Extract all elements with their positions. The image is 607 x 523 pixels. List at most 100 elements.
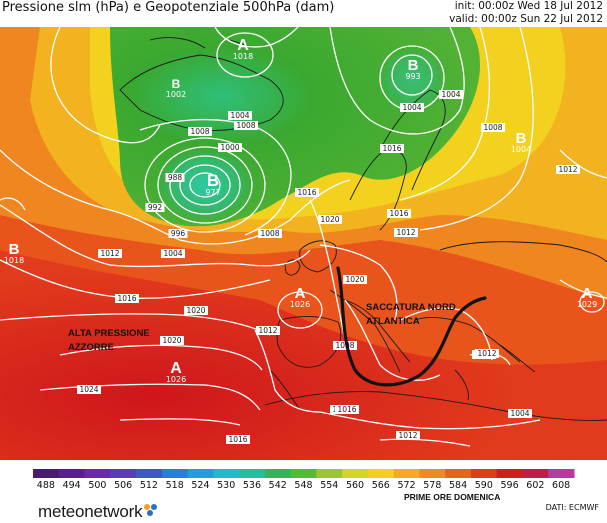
- legend-swatch: [367, 469, 395, 478]
- svg-text:1016: 1016: [228, 435, 247, 444]
- legend-swatch: [393, 469, 420, 478]
- legend-colorbar: 488 494 500 506 512 518 524 530 536 542 548 554 560 5…: [33, 469, 575, 491]
- data-source: DATI: ECMWF: [545, 503, 599, 512]
- legend-caption: PRIME ORE DOMENICA: [404, 492, 501, 502]
- legend-swatch: [548, 469, 575, 478]
- trough-label-line2: ATLANTICA: [366, 316, 420, 327]
- isobar-label: 1008: [188, 127, 212, 136]
- svg-text:1004: 1004: [230, 111, 249, 120]
- svg-text:988: 988: [168, 173, 183, 182]
- isobar-label: 1008: [234, 121, 258, 130]
- isobar-label: 1004: [508, 409, 532, 418]
- svg-text:1008: 1008: [260, 229, 279, 238]
- svg-text:1008: 1008: [190, 127, 209, 136]
- svg-text:1024: 1024: [79, 385, 98, 394]
- legend-tick-label: 566: [372, 480, 390, 491]
- legend-tick-label: 554: [320, 480, 338, 491]
- legend-swatch: [419, 469, 446, 478]
- isobar-label: 1012: [394, 228, 418, 237]
- legend-tick-label: 494: [63, 480, 81, 491]
- svg-text:1012: 1012: [477, 349, 496, 358]
- legend-swatch: [84, 469, 111, 478]
- svg-text:1020: 1020: [320, 215, 339, 224]
- isobar-label: 1012: [98, 249, 122, 258]
- valid-time: valid: 00:00z Sun 22 Jul 2012: [449, 13, 603, 25]
- isobar-label: 1016: [295, 188, 319, 197]
- legend-tick-label: 500: [88, 480, 106, 491]
- isobar-label: 1024: [77, 385, 101, 394]
- svg-text:1020: 1020: [345, 275, 364, 284]
- azores-label-line1: ALTA PRESSIONE: [68, 328, 150, 339]
- isobar-label: 1008: [258, 229, 282, 238]
- isobar-label: 1020: [184, 306, 208, 315]
- legend-tick-label: 578: [423, 480, 441, 491]
- svg-text:1012: 1012: [100, 249, 119, 258]
- isobar-label: 1016: [335, 405, 359, 414]
- azores-label-line2: AZZORRE: [68, 342, 114, 353]
- svg-text:1004: 1004: [402, 103, 421, 112]
- legend-tick-label: 524: [191, 480, 209, 491]
- legend-tick-label: 560: [346, 480, 364, 491]
- field-hot-south: [0, 250, 607, 460]
- center-type-label: A: [582, 285, 593, 302]
- isobar-label: 1020: [343, 275, 367, 284]
- legend-swatch: [290, 469, 317, 478]
- isobar-label: 1020: [318, 215, 342, 224]
- svg-text:1012: 1012: [396, 228, 415, 237]
- legend-tick-label: 518: [166, 480, 184, 491]
- svg-text:1000: 1000: [220, 143, 239, 152]
- isobar-label: 1008: [333, 341, 357, 350]
- center-value-label: 1026: [290, 300, 310, 309]
- trough-label-line1: SACCATURA NORD: [366, 302, 456, 313]
- isobar-label: 1012: [475, 349, 499, 358]
- isobar-label: 1016: [115, 294, 139, 303]
- center-value-label: 993: [405, 72, 420, 81]
- isobar-label: 1004: [228, 111, 252, 120]
- isobar-label: 1004: [161, 249, 185, 258]
- svg-text:1004: 1004: [163, 249, 182, 258]
- legend-swatch: [264, 469, 292, 478]
- svg-text:996: 996: [171, 229, 186, 238]
- legend-swatch: [445, 469, 472, 478]
- isobar-label: 1020: [160, 336, 184, 345]
- isobar-label: 1004: [400, 103, 424, 112]
- legend-tick-label: 548: [294, 480, 312, 491]
- center-type-label: B: [207, 171, 219, 190]
- isobar-label: 1004: [439, 90, 463, 99]
- svg-text:1008: 1008: [483, 123, 502, 132]
- isobar-label: 1016: [387, 209, 411, 218]
- legend-tick-label: 530: [217, 480, 235, 491]
- trough-line: [336, 266, 487, 387]
- svg-text:1012: 1012: [558, 165, 577, 174]
- center-type-label: A: [237, 37, 249, 54]
- map-title: Pressione slm (hPa) e Geopotenziale 500h…: [2, 0, 335, 15]
- isobar-label: 1016: [380, 144, 404, 153]
- legend-swatch: [58, 469, 86, 478]
- legend-swatch: [239, 469, 266, 478]
- legend-swatch: [342, 469, 369, 478]
- legend-swatch: [187, 469, 214, 478]
- legend-tick-label: 608: [552, 480, 570, 491]
- legend-tick-label: 572: [397, 480, 415, 491]
- isobar-label: 1012: [396, 431, 420, 440]
- center-value-label: 1002: [166, 90, 186, 99]
- svg-text:1004: 1004: [510, 409, 529, 418]
- center-type-label: B: [516, 130, 527, 147]
- isobar-label: 992: [145, 203, 165, 212]
- isobar-label: 1016: [226, 435, 250, 444]
- field-low-core-ne: [372, 42, 452, 118]
- isobar-label: 1012: [556, 165, 580, 174]
- legend-tick-label: 590: [475, 480, 493, 491]
- center-type-label: A: [170, 360, 182, 377]
- center-value-label: 1004: [511, 145, 531, 154]
- init-time: init: 00:00z Wed 18 Jul 2012: [454, 0, 603, 12]
- brand-name: meteonetwork: [38, 502, 143, 521]
